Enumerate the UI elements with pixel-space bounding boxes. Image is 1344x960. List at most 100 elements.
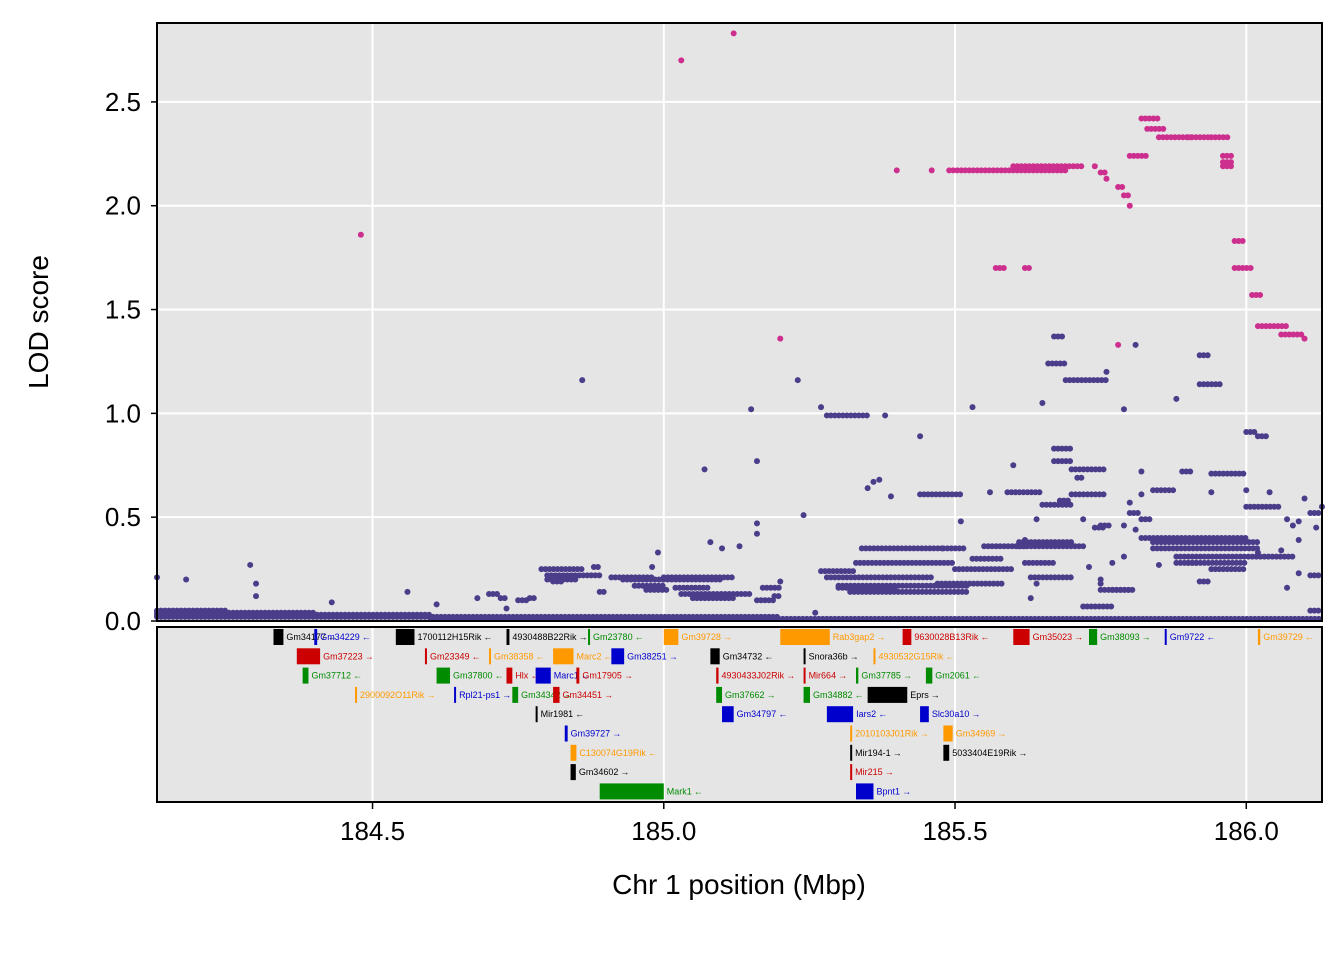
gene-label: Gm23349 ← xyxy=(430,651,481,661)
gene: Rpl21-ps1 → xyxy=(454,686,511,703)
lod-point xyxy=(777,335,784,342)
lod-point xyxy=(1295,518,1302,525)
gene: Gm38251 → xyxy=(611,648,678,665)
lod-point xyxy=(794,377,801,384)
gene-bar xyxy=(355,686,358,703)
gene-bar xyxy=(856,783,874,800)
gene-label: Gm23780 ← xyxy=(593,632,644,642)
gene-label: Gm39727 → xyxy=(571,729,622,739)
gene-bar xyxy=(506,629,510,645)
gene-bar xyxy=(273,629,284,645)
gene: Bpnt1 → xyxy=(856,783,911,800)
gene-label: Gm38251 → xyxy=(627,651,678,661)
plot-panel xyxy=(157,23,1322,621)
gene-label: Mir194-1 → xyxy=(855,748,902,758)
gene-bar xyxy=(564,725,568,742)
gene-bar xyxy=(943,744,950,761)
lod-point xyxy=(876,476,883,483)
lod-point xyxy=(928,167,935,174)
y-tick-label: 0.5 xyxy=(105,502,141,532)
gene-bar xyxy=(856,667,859,684)
gene: Gm37223 → xyxy=(296,648,374,665)
lod-point xyxy=(1126,499,1133,506)
gene-bar xyxy=(553,648,574,665)
lod-point xyxy=(1295,537,1302,544)
lod-point xyxy=(253,580,260,587)
gene-bar xyxy=(570,764,576,781)
gene-bar xyxy=(302,667,309,684)
gene-bar xyxy=(599,783,664,800)
gene: Gm34882 ← xyxy=(803,686,864,703)
gene-label: Hlx ← xyxy=(515,671,539,681)
gene-bar xyxy=(424,648,427,665)
gene-bar xyxy=(902,629,912,645)
gene-bar xyxy=(925,667,933,684)
gene: Mir1981 ← xyxy=(535,706,584,723)
gene-bar xyxy=(663,629,679,645)
lod-point xyxy=(1301,335,1308,342)
lod-point xyxy=(1033,580,1040,587)
y-tick-label: 2.5 xyxy=(105,87,141,117)
lod-point xyxy=(1132,341,1139,348)
gene-label: Gm34969 → xyxy=(956,729,1007,739)
gene: Slc30a10 → xyxy=(920,706,980,723)
lod-point xyxy=(1301,495,1308,502)
gene-label: Gm38093 → xyxy=(1100,632,1151,642)
gene-label: Gm39728 → xyxy=(681,632,732,642)
lod-point xyxy=(404,588,411,595)
gene-label: Bpnt1 → xyxy=(876,786,911,796)
gene-bar xyxy=(512,686,519,703)
gene: Gm34797 ← xyxy=(722,706,787,723)
gene-bar xyxy=(314,629,318,645)
gene-label: Gm34342 → xyxy=(521,690,572,700)
x-tick-label: 184.5 xyxy=(340,816,405,846)
gene-bar xyxy=(873,648,876,665)
lod-point xyxy=(748,406,755,413)
gene-bar xyxy=(803,667,806,684)
gene-label: Snora36b → xyxy=(809,651,859,661)
lod-point xyxy=(654,549,661,556)
gene-bar xyxy=(803,648,806,665)
gene-label: Gm37712 ← xyxy=(311,671,362,681)
gene-bar xyxy=(722,706,734,723)
gene-bar xyxy=(576,667,580,684)
lod-point xyxy=(1138,468,1145,475)
gene-bar xyxy=(454,686,457,703)
lod-point xyxy=(707,539,714,546)
lod-point xyxy=(1120,406,1127,413)
lod-point xyxy=(957,518,964,525)
y-tick-label: 1.0 xyxy=(105,398,141,428)
lod-point xyxy=(1109,559,1116,566)
gene-grid xyxy=(371,627,1248,802)
gene-label: 5033404E19Rik → xyxy=(952,748,1027,758)
gene: 2010103J01Rik → xyxy=(850,725,929,742)
gene-bar xyxy=(716,667,719,684)
lod-point xyxy=(678,57,685,64)
gene: Mir194-1 → xyxy=(850,744,902,761)
gene-panel xyxy=(157,627,1322,802)
gene-label: Gm37662 → xyxy=(725,690,776,700)
gene-label: 4930433J02Rik → xyxy=(722,671,796,681)
lod-point xyxy=(1284,584,1291,591)
lod-point xyxy=(579,377,586,384)
gene-label: Marc2 ← xyxy=(576,651,612,661)
gene-label: Gm34882 ← xyxy=(813,690,864,700)
gene-label: Rab3gap2 → xyxy=(833,632,886,642)
gene: 5033404E19Rik → xyxy=(943,744,1027,761)
gene: Gm34342 → xyxy=(512,686,572,703)
gene-label: Gm9722 ← xyxy=(1170,632,1216,642)
gene: Gm2061 ← xyxy=(925,667,981,684)
gene-label: Gm34451 → xyxy=(563,690,614,700)
lod-point xyxy=(812,609,819,616)
y-axis: 0.0 0.5 1.0 1.5 2.0 2.5 xyxy=(105,87,157,636)
lod-point xyxy=(1120,553,1127,560)
lod-point xyxy=(917,433,924,440)
gene-bar xyxy=(553,686,560,703)
gene: Gm39729 ← xyxy=(1257,629,1314,645)
lod-point xyxy=(1021,537,1028,544)
gene-bar xyxy=(943,725,953,742)
gene-label: Gm39729 ← xyxy=(1263,632,1314,642)
lod-point xyxy=(503,605,510,612)
gene: Gm39728 → xyxy=(663,629,732,645)
lod-point xyxy=(474,595,481,602)
